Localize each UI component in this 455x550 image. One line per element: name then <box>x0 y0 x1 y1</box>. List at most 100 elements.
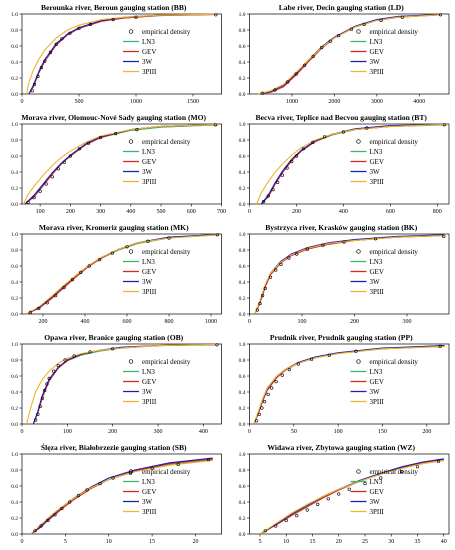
empirical-point <box>274 268 278 272</box>
legend-label-gev: GEV <box>142 158 156 166</box>
legend-label-gev: GEV <box>370 378 384 386</box>
empirical-point <box>379 476 383 480</box>
empirical-point <box>373 237 378 241</box>
empirical-point <box>328 39 332 43</box>
legend-label-gev: GEV <box>142 268 156 276</box>
chart-title: Becva river, Teplice nad Becvou gauging … <box>256 113 428 122</box>
legend-label-ln3: LN3 <box>370 38 383 46</box>
chart-title: Morava river, Olomouc-Nové Sady gauging … <box>21 113 206 122</box>
y-tick-label: 0.2 <box>239 186 246 192</box>
empirical-point <box>150 466 154 471</box>
plot-frame <box>249 233 450 315</box>
empirical-point <box>43 59 47 63</box>
x-tick-label: 200 <box>39 319 48 325</box>
empirical-point <box>438 13 443 17</box>
x-tick-label: 4000 <box>413 99 425 105</box>
x-tick-label: 400 <box>126 209 135 215</box>
legend-label-3piii: 3PIII <box>142 508 157 516</box>
empirical-point <box>88 350 92 354</box>
x-tick-label: 5 <box>259 539 262 545</box>
empirical-point <box>354 349 358 353</box>
x-tick-label: 600 <box>123 319 132 325</box>
x-tick-label: 2000 <box>328 99 340 105</box>
y-tick-label: 0.2 <box>239 76 246 82</box>
series-line-3piii <box>255 123 447 205</box>
empirical-point <box>53 513 57 517</box>
empirical-point <box>255 308 259 312</box>
legend-label-ln3: LN3 <box>370 148 383 156</box>
empirical-point <box>45 382 49 386</box>
x-tick-label: 200 <box>292 209 301 215</box>
plot-frame <box>249 343 450 425</box>
chart-panel: Morava river, Olomouc-Nové Sady gauging … <box>11 113 226 215</box>
empirical-point <box>63 358 67 362</box>
legend-label-ln3: LN3 <box>370 258 383 266</box>
x-tick-label: 40 <box>441 539 447 545</box>
y-tick-label: 0.4 <box>11 280 18 286</box>
empirical-point <box>263 529 267 533</box>
series-line-3piii <box>26 13 216 95</box>
series-line-3w <box>28 13 216 95</box>
x-tick-label: 15 <box>310 539 316 545</box>
empirical-point <box>316 502 320 507</box>
empirical-point <box>303 63 307 67</box>
x-tick-label: 50 <box>291 429 297 435</box>
y-tick-label: 0.2 <box>11 186 18 192</box>
empirical-point <box>40 396 45 401</box>
legend-label-ln3: LN3 <box>370 368 383 376</box>
chart-title: Ślęza river, Białobrzezie gauging statio… <box>41 442 187 452</box>
empirical-point <box>215 343 219 347</box>
empirical-point <box>62 160 66 164</box>
empirical-point <box>77 26 81 31</box>
y-tick-label: 1.0 <box>239 232 246 238</box>
empirical-point <box>379 18 383 23</box>
y-tick-label: 0.8 <box>11 358 18 364</box>
chart-panel: Bystrzyca river, Krasków gauging station… <box>239 223 450 325</box>
empirical-point <box>52 369 56 373</box>
x-tick-label: 100 <box>36 209 45 215</box>
empirical-point <box>38 404 42 409</box>
series-line-gev <box>30 458 213 535</box>
legend-label-gev: GEV <box>370 48 384 56</box>
legend-label-3w: 3W <box>142 388 153 396</box>
y-tick-label: 0.8 <box>11 468 18 474</box>
empirical-point <box>111 476 115 480</box>
y-tick-label: 0.0 <box>239 422 246 428</box>
x-tick-label: 400 <box>199 429 208 435</box>
y-tick-label: 0.6 <box>239 374 246 380</box>
x-tick-label: 150 <box>378 429 387 435</box>
y-tick-label: 0.0 <box>239 92 246 98</box>
empirical-point <box>400 470 404 474</box>
y-tick-label: 1.0 <box>239 342 246 348</box>
legend-label-ln3: LN3 <box>142 38 155 46</box>
empirical-point <box>215 233 219 237</box>
legend-label-empirical: empirical density <box>370 468 419 476</box>
y-tick-label: 0.4 <box>11 60 18 66</box>
y-tick-label: 0.8 <box>239 468 246 474</box>
legend-label-gev: GEV <box>370 158 384 166</box>
legend-label-empirical: empirical density <box>370 28 419 36</box>
empirical-point <box>86 141 91 145</box>
y-tick-label: 1.0 <box>239 122 246 128</box>
series-line-3w <box>257 13 441 95</box>
legend-label-3piii: 3PIII <box>370 178 385 186</box>
x-tick-label: 200 <box>350 319 359 325</box>
series-line-ln3 <box>25 234 220 315</box>
y-tick-label: 0.4 <box>11 170 18 176</box>
empirical-point <box>114 132 118 136</box>
empirical-point <box>68 31 72 35</box>
legend-label-ln3: LN3 <box>142 478 155 486</box>
empirical-point <box>167 236 171 240</box>
chart-title: Bystrzyca river, Krasków gauging station… <box>265 223 417 232</box>
x-tick-label: 10 <box>283 539 289 545</box>
legend-label-3w: 3W <box>142 498 153 506</box>
legend-label-gev: GEV <box>142 488 156 496</box>
empirical-point <box>77 147 82 151</box>
y-tick-label: 0.4 <box>239 280 246 286</box>
empirical-point <box>280 173 284 177</box>
empirical-point <box>301 147 306 151</box>
empirical-point <box>263 286 267 291</box>
y-tick-label: 0.8 <box>11 248 18 254</box>
series-line-3piii <box>30 459 213 535</box>
empirical-point <box>76 494 80 498</box>
